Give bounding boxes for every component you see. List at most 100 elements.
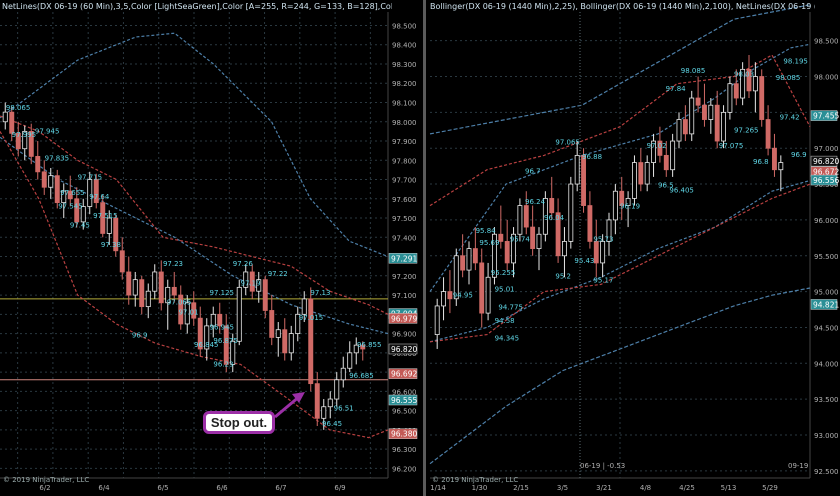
left-x-tick-label: 6/7	[275, 484, 286, 492]
left-netline-label: 97.545	[58, 202, 82, 210]
right-indicator-header: Bollinger(DX 06-19 (1440 Min),2,25), Bol…	[430, 2, 815, 11]
left-y-tick-label: 98.400	[392, 42, 417, 50]
right-netline-label: 94.58	[495, 317, 515, 325]
left-candle-body	[67, 190, 73, 200]
right-x-tick-label: 1/14	[430, 484, 446, 492]
left-y-tick-label: 97.800	[392, 157, 417, 165]
right-candle-body	[714, 104, 720, 142]
left-price-marker: 97.291	[388, 253, 418, 264]
right-candle-body	[466, 248, 472, 271]
left-candle-body	[178, 294, 184, 325]
right-y-tick-label: 96.000	[814, 217, 839, 225]
right-price-marker-box	[810, 155, 838, 167]
left-candle-body	[321, 406, 327, 419]
left-netline-label: 97.995	[12, 131, 37, 139]
right-candle-body	[523, 205, 529, 228]
right-candle-body	[772, 147, 777, 171]
right-netline-label: 97.84	[666, 85, 687, 93]
left-indicator-header: NetLines(DX 06-19 (60 Min),3,5,Color [Li…	[2, 2, 392, 11]
left-candle-body	[288, 333, 294, 354]
left-y-tick-label: 97.500	[392, 215, 417, 223]
left-candle-body	[48, 175, 54, 188]
right-candle-body	[568, 183, 574, 242]
left-y-tick-label: 96.200	[392, 465, 417, 473]
left-candle-body	[119, 250, 125, 273]
left-netline-label: 97.45	[70, 222, 90, 230]
left-price-marker: 96.692	[388, 368, 418, 379]
right-candle-body	[536, 233, 542, 249]
left-netline-label: 97.19	[241, 279, 261, 287]
left-netline-label: 97.13	[310, 289, 330, 297]
left-price-marker-box	[388, 253, 418, 264]
right-chart-panel[interactable]: 98.50098.00097.50097.00096.50096.00095.5…	[426, 0, 840, 496]
right-candle-body	[670, 140, 676, 171]
right-candle-body	[721, 111, 726, 142]
left-chart-panel[interactable]: 98.500 98.400 98.300 98.200 98.100 98.000 97.9…	[0, 0, 423, 496]
right-netline-label: 97.065	[555, 139, 580, 147]
left-price-marker-label: 96.692	[391, 370, 417, 379]
right-candle-body	[759, 76, 765, 120]
left-x-tick-label: 6/6	[216, 484, 228, 492]
left-netline-label: 97.38	[101, 241, 121, 249]
left-netline-label: 97.515	[93, 212, 118, 220]
right-netline-label: 98.085	[776, 74, 801, 82]
left-y-tick-label: 97.100	[392, 292, 417, 300]
right-price-marker-label: 97.455	[813, 112, 839, 121]
right-y-tick-label: 95.000	[814, 289, 839, 297]
right-netline-label: 98.195	[783, 58, 808, 66]
right-long-band-lower	[429, 287, 811, 465]
right-price-marker-box	[810, 174, 838, 186]
right-x-tick-label: 5/13	[721, 484, 737, 492]
right-candle-body	[472, 248, 478, 264]
left-netline-label: 96.9	[132, 331, 148, 339]
right-candle-body	[733, 83, 739, 99]
left-candle-body	[80, 206, 86, 223]
left-candle-body	[28, 130, 34, 157]
left-upper-band-red	[0, 115, 389, 315]
left-y-tick-label: 96.600	[392, 388, 417, 396]
right-netline-label: 97.42	[780, 114, 800, 122]
right-netline-label: 95.2	[555, 273, 571, 281]
left-y-tick-label: 98.300	[392, 61, 417, 69]
right-candle-body	[765, 119, 771, 149]
left-x-tick-label: 6/5	[157, 484, 168, 492]
left-price-marker-label: 96.555	[391, 396, 417, 405]
left-candle-body	[54, 175, 60, 204]
right-upper-band-blue	[429, 43, 811, 292]
right-candle-body	[492, 233, 497, 278]
right-netline-label: 96.7	[525, 167, 541, 175]
right-y-tick-label: 93.500	[814, 396, 839, 404]
right-chart-svg[interactable]: 98.50098.00097.50097.00096.50096.00095.5…	[426, 0, 840, 496]
right-candle-body	[434, 305, 440, 336]
left-candle-body	[113, 217, 119, 252]
left-price-marker-box	[388, 428, 418, 439]
left-y-tick-label: 98.100	[392, 100, 417, 108]
left-candle-body	[41, 171, 47, 188]
left-y-tick-label: 97.200	[392, 273, 417, 281]
right-netline-label: 94.345	[495, 334, 519, 342]
left-price-marker-box	[388, 368, 418, 379]
left-candle-body	[256, 279, 262, 292]
left-candle-body	[197, 317, 203, 350]
right-netline-label: 96.8	[753, 158, 769, 166]
left-y-tick-label: 97.600	[392, 196, 417, 204]
right-netline-label: 96.405	[669, 187, 694, 195]
left-netline-label: 96.45	[322, 420, 342, 428]
left-chart-svg[interactable]: 98.500 98.400 98.300 98.200 98.100 98.000 97.9…	[0, 0, 423, 496]
right-candle-body	[676, 119, 682, 142]
right-candle-body	[702, 104, 707, 120]
right-x-tick-label: 3/21	[596, 484, 612, 492]
right-candle-body	[778, 162, 784, 171]
left-netline-label: 97.015	[299, 314, 324, 322]
left-netline-label: 97.26	[233, 260, 254, 268]
right-candle-body	[600, 241, 606, 264]
left-candle-body	[100, 202, 106, 234]
left-price-marker-label: 97.291	[391, 254, 417, 263]
right-candle-body	[625, 197, 631, 206]
right-netline-label: 96.19	[620, 202, 640, 210]
right-netline-label: 95.74	[510, 235, 531, 243]
right-candle-body	[651, 140, 656, 163]
left-candle-body	[243, 271, 249, 288]
panel-divider[interactable]	[423, 0, 426, 496]
right-x-tick-label: 4/25	[679, 484, 695, 492]
